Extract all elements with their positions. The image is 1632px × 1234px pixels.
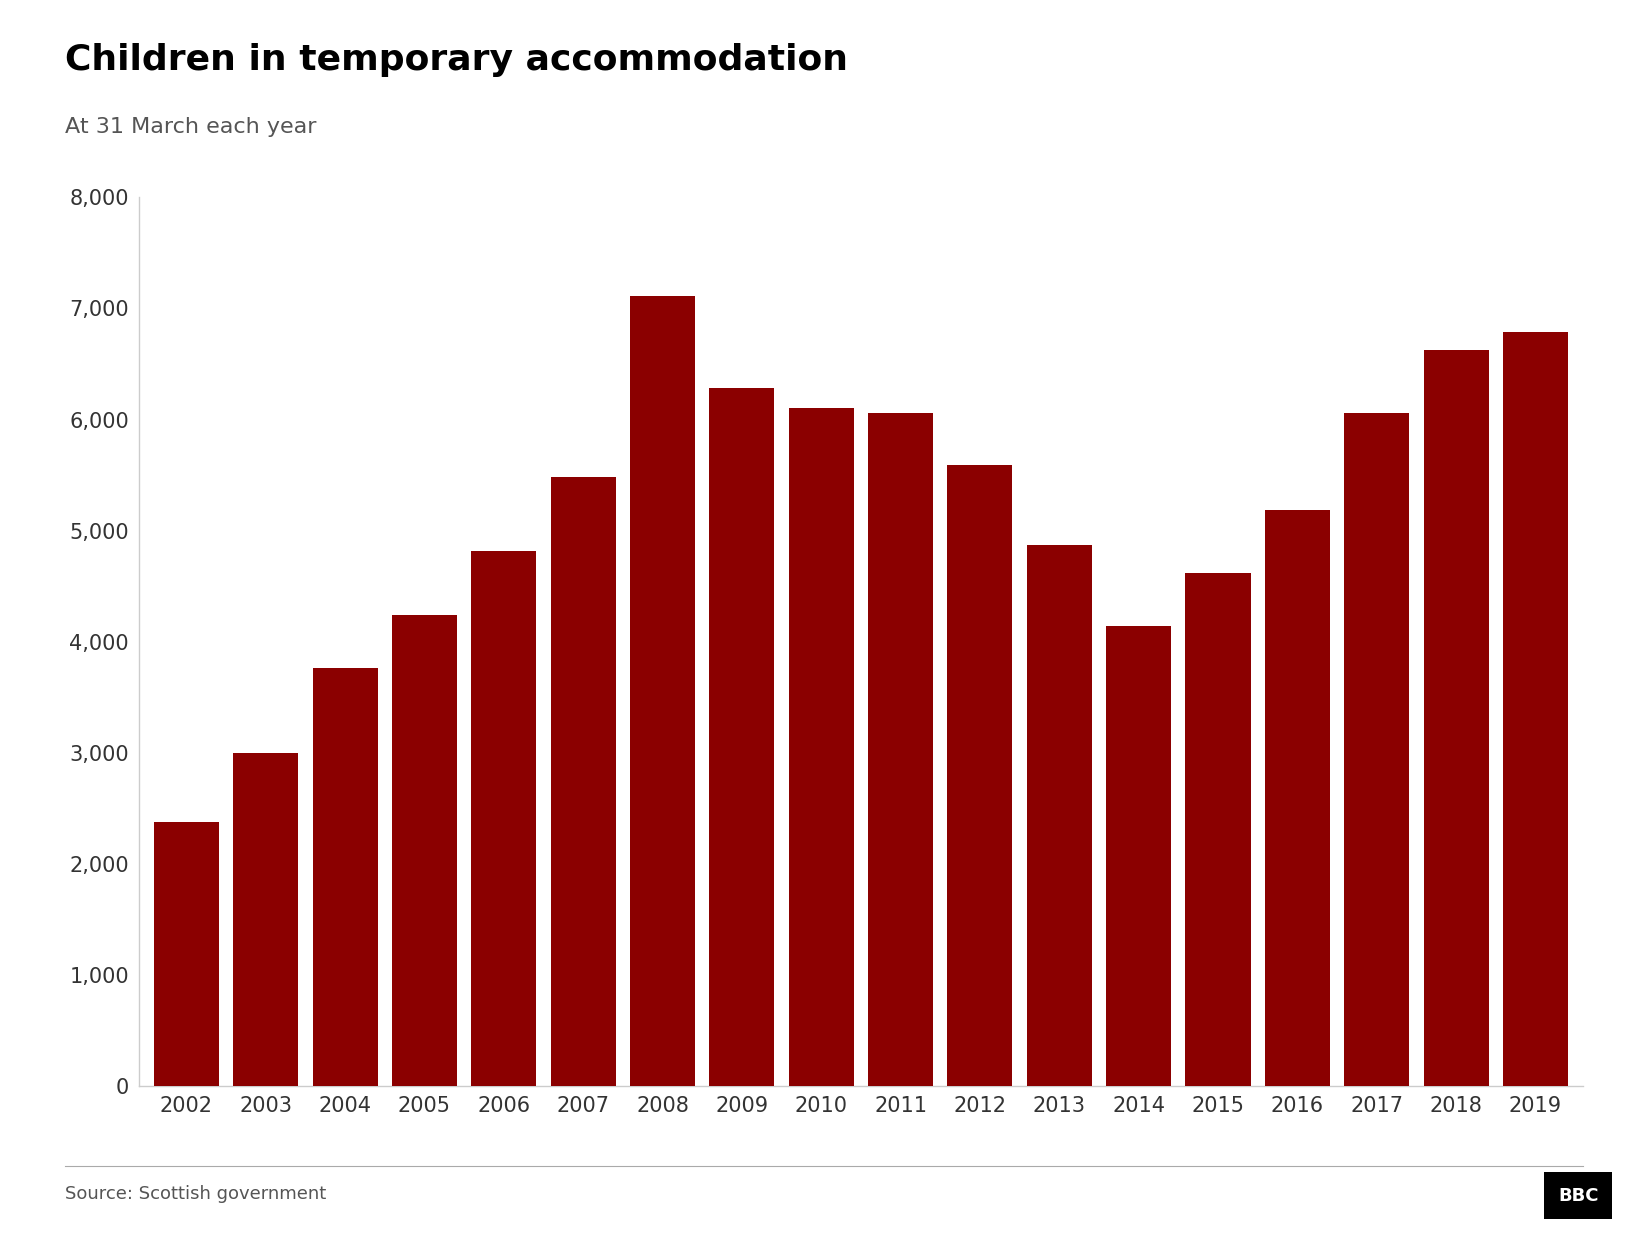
Bar xyxy=(1027,545,1092,1086)
Bar xyxy=(868,413,934,1086)
Bar xyxy=(550,478,615,1086)
Bar xyxy=(1106,626,1172,1086)
Bar xyxy=(153,822,219,1086)
Bar xyxy=(472,550,537,1086)
Bar xyxy=(788,408,854,1086)
Text: At 31 March each year: At 31 March each year xyxy=(65,117,317,137)
Bar xyxy=(630,296,695,1086)
Text: Source: Scottish government: Source: Scottish government xyxy=(65,1185,326,1203)
Bar xyxy=(312,669,377,1086)
Bar xyxy=(1265,510,1330,1086)
Bar xyxy=(233,753,299,1086)
Bar xyxy=(948,465,1012,1086)
Bar xyxy=(1503,332,1568,1086)
Bar xyxy=(1423,349,1488,1086)
Text: BBC: BBC xyxy=(1559,1187,1598,1204)
Bar xyxy=(392,615,457,1086)
Bar xyxy=(710,389,774,1086)
Bar xyxy=(1185,573,1250,1086)
Bar xyxy=(1345,413,1410,1086)
Text: Children in temporary accommodation: Children in temporary accommodation xyxy=(65,43,849,78)
